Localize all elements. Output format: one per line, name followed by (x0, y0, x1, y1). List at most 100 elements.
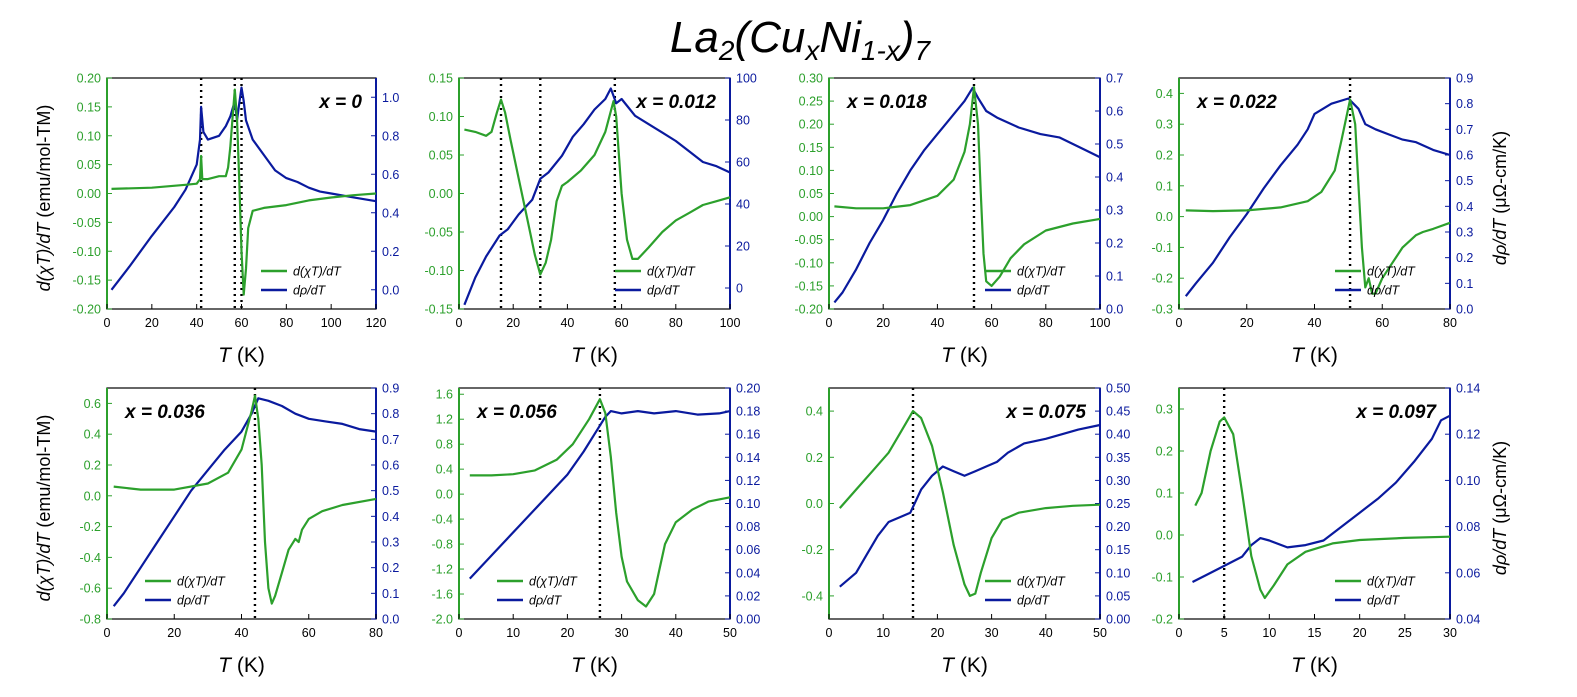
left-tick-label: -0.4 (431, 513, 453, 527)
x-tick-label: 80 (279, 316, 293, 330)
x-tick-label: 40 (1308, 316, 1322, 330)
right-tick-label: 0.2 (382, 245, 399, 259)
panel-3: 0 20 40 60 80 100 -0.20 -0.15 -0.10 -0.05 0.00 0.05… (795, 72, 1124, 368)
legend-label-green: d(χT)/dT (293, 265, 342, 279)
right-y-axis-label: dρ/dT (μΩ-cm/K) (1490, 441, 1510, 575)
x-tick-label: 80 (369, 626, 383, 640)
left-tick-label: 0.10 (799, 164, 823, 178)
legend-label-green: d(χT)/dT (647, 265, 696, 279)
x-tick-label: 0 (1176, 626, 1183, 640)
legend-label-green: d(χT)/dT (1367, 265, 1416, 279)
left-tick-label: -0.05 (73, 216, 102, 230)
left-tick-label: 1.6 (436, 388, 453, 402)
right-tick-label: 0.6 (382, 168, 399, 182)
panel-label: x = 0.022 (1196, 92, 1277, 113)
series-drho-dt (839, 423, 1101, 588)
x-axis-label: T (K) (218, 654, 265, 677)
left-tick-label: 0.0 (806, 497, 823, 511)
series-drho-dt (112, 397, 377, 607)
right-tick-label: 0.10 (1106, 566, 1130, 580)
right-tick-label: 0.2 (382, 561, 399, 575)
left-tick-label: -0.3 (1151, 303, 1173, 317)
series-dchiT-dt (111, 88, 377, 296)
right-tick-label: 0.40 (1106, 428, 1130, 442)
legend-label-blue: dρ/dT (1017, 284, 1051, 298)
right-tick-label: 0.20 (1106, 520, 1130, 534)
panel-2: 0 20 40 60 80 100 -0.15 -0.10 -0.05 0.00 0.05 0.10 0… (425, 72, 757, 368)
legend-label-blue: dρ/dT (647, 284, 681, 298)
panel-8: 0 5 10 15 20 25 30 -0.2 -0.1 0.0 0.1 0.2 0.3 0.04 0.06… (1151, 382, 1480, 678)
x-tick-label: 30 (615, 626, 629, 640)
right-tick-label: 0.3 (1106, 204, 1123, 218)
series-drho-dt (1184, 97, 1451, 297)
right-tick-label: 0.0 (1456, 303, 1473, 317)
left-tick-label: 0.05 (429, 149, 453, 163)
x-tick-label: 20 (167, 626, 181, 640)
left-tick-label: -0.8 (79, 613, 101, 627)
series-drho-dt (833, 86, 1101, 304)
right-tick-label: 0.18 (736, 405, 760, 419)
x-tick-label: 80 (1443, 316, 1457, 330)
left-tick-label: 0.05 (799, 187, 823, 201)
left-tick-label: -0.10 (795, 256, 824, 270)
right-tick-label: 0.7 (382, 433, 399, 447)
left-tick-label: 0.15 (429, 72, 453, 86)
x-tick-label: 20 (506, 316, 520, 330)
panel-4: 0 20 40 60 80 -0.3 -0.2 -0.1 0.0 0.1 0.2 0.3 0.4 0.0 0… (1151, 72, 1473, 368)
x-tick-label: 40 (190, 316, 204, 330)
left-tick-label: -0.2 (1151, 613, 1173, 627)
right-tick-label: 0.06 (736, 543, 760, 557)
x-tick-label: 100 (321, 316, 342, 330)
right-tick-label: 0.45 (1106, 405, 1130, 419)
series-dchiT-dt (1185, 98, 1451, 295)
right-tick-label: 0.4 (1106, 171, 1123, 185)
right-tick-label: 0.1 (1456, 277, 1473, 291)
x-tick-label: 0 (104, 316, 111, 330)
left-tick-label: -0.10 (425, 264, 454, 278)
x-tick-label: 0 (456, 626, 463, 640)
right-tick-label: 0.04 (736, 566, 760, 580)
x-tick-label: 10 (1262, 626, 1276, 640)
right-y-axis-label: dρ/dT (μΩ-cm/K) (1490, 131, 1510, 265)
left-y-axis-label: d(χT)/dT (emu/mol-TM) (34, 105, 54, 292)
series-dchiT-dt (838, 410, 1101, 597)
x-tick-label: 0 (826, 316, 833, 330)
right-tick-label: 0.8 (382, 129, 399, 143)
x-axis-label: T (K) (1291, 654, 1338, 677)
legend-label-green: d(χT)/dT (1017, 265, 1066, 279)
left-tick-label: 0.00 (429, 187, 453, 201)
left-tick-label: -0.1 (1151, 571, 1173, 585)
left-tick-label: 0.0 (84, 489, 101, 503)
right-tick-label: 0.5 (382, 484, 399, 498)
left-tick-label: 0.30 (799, 72, 823, 86)
right-tick-label: 0.25 (1106, 497, 1130, 511)
left-y-axis-label: d(χT)/dT (emu/mol-TM) (34, 415, 54, 602)
x-tick-label: 20 (876, 316, 890, 330)
right-tick-label: 20 (736, 240, 750, 254)
x-tick-label: 0 (104, 626, 111, 640)
panel-label: x = 0.075 (1005, 402, 1086, 423)
right-tick-label: 0.1 (1106, 270, 1123, 284)
legend-label-blue: dρ/dT (293, 284, 327, 298)
right-tick-label: 0.10 (736, 497, 760, 511)
x-tick-label: 20 (145, 316, 159, 330)
left-tick-label: 0.2 (84, 459, 101, 473)
x-tick-label: 40 (930, 316, 944, 330)
x-tick-label: 20 (560, 626, 574, 640)
right-tick-label: 1.0 (382, 91, 399, 105)
left-tick-label: 0.3 (1156, 403, 1173, 417)
right-tick-label: 0.04 (1456, 613, 1480, 627)
right-tick-label: 0.4 (382, 206, 399, 220)
left-tick-label: 0.20 (799, 118, 823, 132)
right-tick-label: 0.6 (1106, 105, 1123, 119)
panel-label: x = 0.097 (1355, 402, 1437, 423)
left-tick-label: -0.2 (1151, 272, 1173, 286)
figure-title: La2(CuxNi1-x)7 (670, 13, 932, 66)
x-tick-label: 5 (1221, 626, 1228, 640)
left-tick-label: 0.0 (1156, 210, 1173, 224)
right-tick-label: 60 (736, 156, 750, 170)
left-tick-label: 0.0 (436, 488, 453, 502)
right-tick-label: 0.00 (736, 613, 760, 627)
x-tick-label: 60 (1375, 316, 1389, 330)
series-dchiT-dt (1194, 416, 1451, 600)
